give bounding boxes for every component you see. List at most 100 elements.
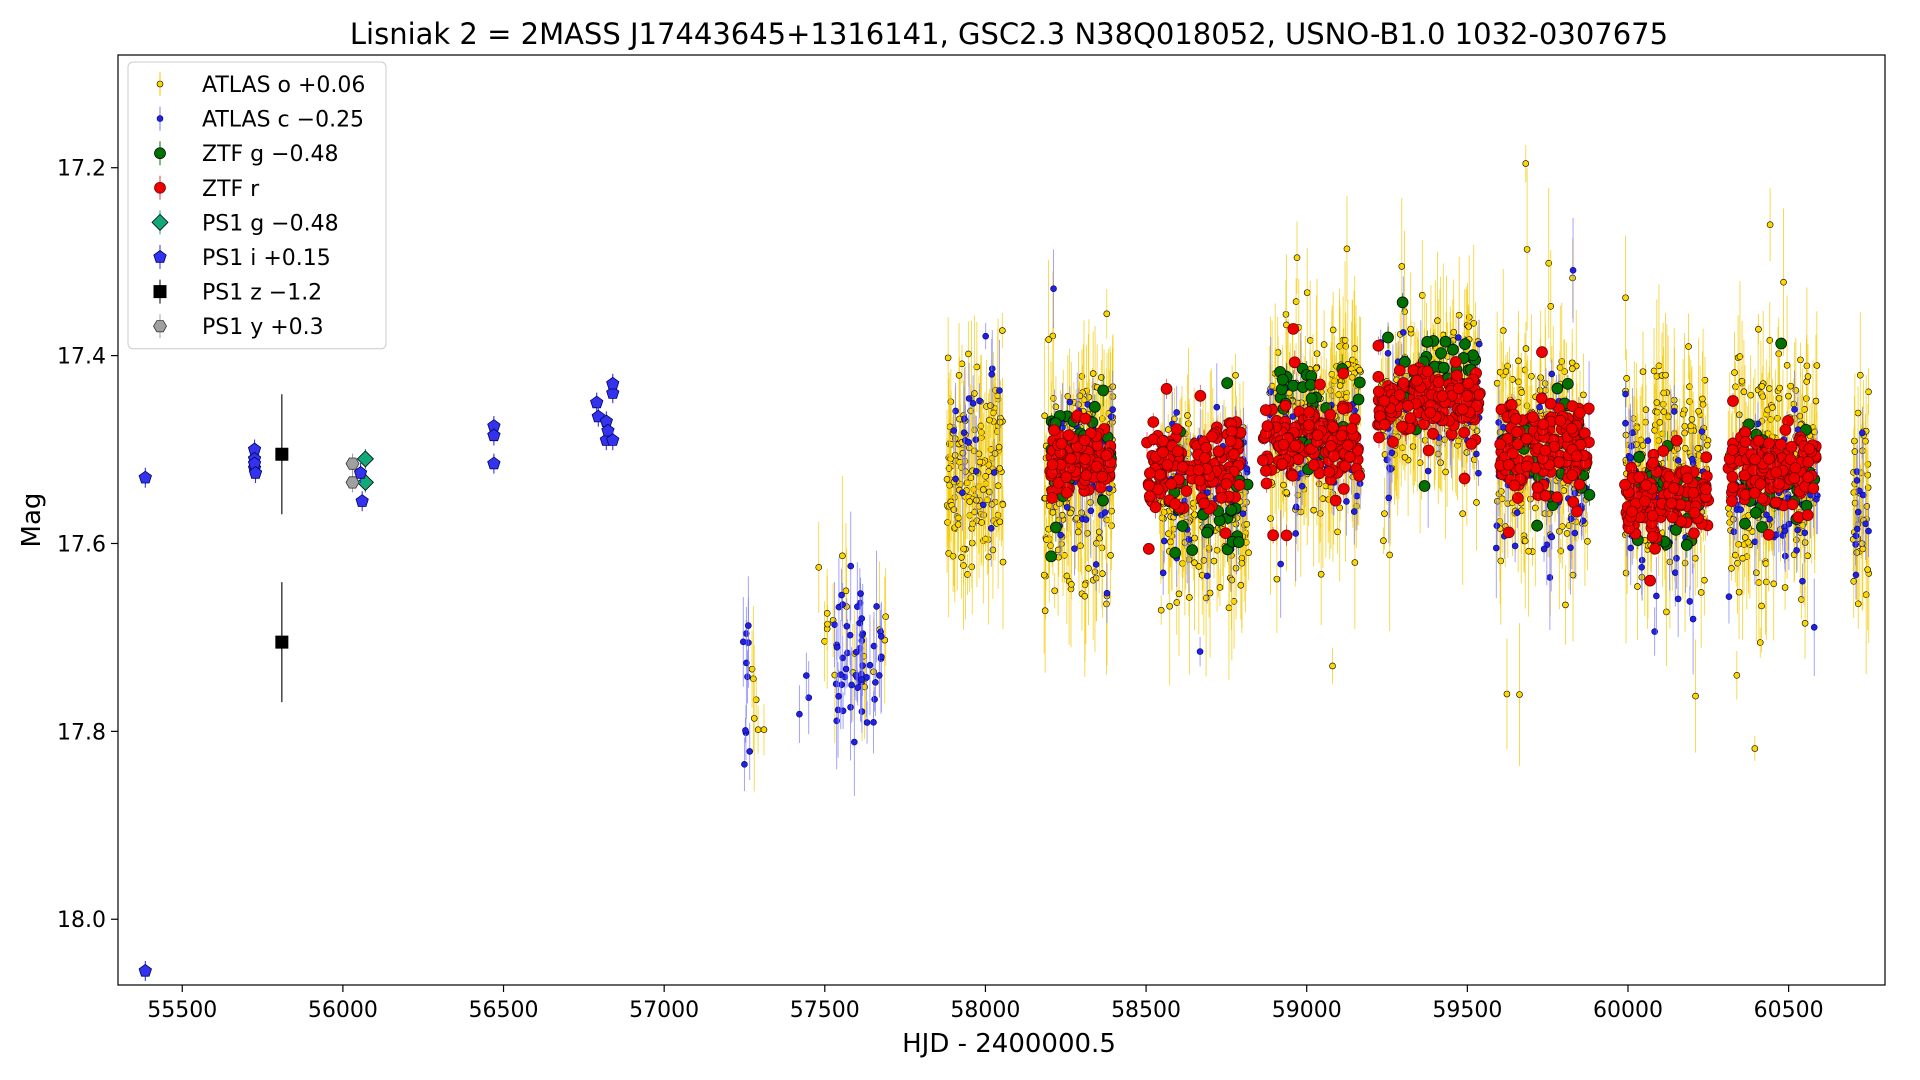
data-point [1065, 452, 1077, 465]
data-point [1644, 437, 1652, 444]
data-point [1856, 371, 1864, 379]
data-point [1170, 423, 1183, 435]
data-point [1854, 409, 1862, 417]
data-point [1568, 365, 1576, 373]
data-point [833, 643, 841, 651]
data-point [1239, 510, 1247, 517]
data-point [1737, 506, 1744, 513]
data-point [972, 467, 980, 475]
data-marks [138, 144, 1873, 981]
data-point [1076, 392, 1084, 400]
data-point [838, 591, 845, 599]
data-point [1329, 662, 1336, 670]
data-point [1400, 329, 1407, 336]
data-point [1082, 516, 1090, 523]
data-point [750, 715, 758, 722]
data-point [1108, 507, 1115, 515]
data-point [1418, 480, 1431, 492]
data-point [1396, 296, 1409, 309]
data-point [1853, 525, 1861, 533]
data-point [1502, 368, 1510, 375]
data-point [1775, 337, 1788, 350]
plot-area [138, 144, 1873, 981]
data-point [1225, 425, 1238, 438]
data-point [1852, 532, 1860, 540]
data-point [964, 571, 971, 578]
data-point [1203, 572, 1211, 580]
data-point [1560, 487, 1568, 494]
data-point [1850, 578, 1858, 585]
data-point [1169, 547, 1181, 559]
data-point [1166, 602, 1173, 610]
data-point [1627, 544, 1635, 552]
data-point [955, 372, 963, 379]
data-point [996, 387, 1003, 394]
data-point [1681, 429, 1688, 437]
data-point [1092, 561, 1100, 568]
data-point [1475, 340, 1483, 348]
data-point [1106, 485, 1113, 493]
data-point [1455, 311, 1463, 319]
data-point [1435, 347, 1447, 359]
data-point [1175, 590, 1183, 598]
data-point [741, 761, 748, 768]
data-point [1673, 554, 1680, 562]
data-point [1401, 453, 1409, 461]
data-point [1865, 527, 1872, 535]
data-point [1551, 382, 1564, 395]
data-point [1688, 416, 1696, 423]
data-point [1225, 504, 1238, 516]
data-point [1080, 469, 1093, 482]
data-point [1680, 539, 1693, 551]
data-point [1511, 542, 1519, 550]
data-point [1569, 274, 1576, 282]
data-point [1536, 403, 1543, 411]
data-point [969, 400, 977, 407]
data-point [1442, 468, 1449, 476]
data-point [1060, 486, 1073, 499]
data-point [966, 444, 973, 452]
data-point [1351, 559, 1359, 566]
data-point [848, 681, 855, 689]
data-point [952, 475, 959, 483]
data-point [835, 693, 842, 700]
data-point [1521, 537, 1529, 545]
data-point [1799, 577, 1806, 585]
data-point [1522, 345, 1530, 352]
data-point [1584, 537, 1591, 545]
data-point [1567, 544, 1574, 552]
data-point [1455, 334, 1462, 341]
data-point [1804, 373, 1812, 380]
data-point [837, 671, 845, 678]
data-point [1351, 345, 1359, 352]
data-point [1651, 426, 1658, 434]
data-point [760, 726, 768, 733]
data-point [839, 552, 846, 560]
data-point [1224, 435, 1237, 448]
data-point [1634, 583, 1641, 590]
data-point [1161, 459, 1174, 471]
data-point [834, 706, 842, 714]
data-point [1674, 595, 1682, 603]
data-point [1087, 507, 1095, 515]
data-point [1694, 445, 1702, 452]
data-point [1103, 589, 1111, 597]
data-point [1085, 565, 1092, 572]
data-point [1695, 407, 1702, 415]
data-point [1463, 449, 1471, 456]
data-point [999, 327, 1006, 334]
data-point [1495, 419, 1502, 426]
data-point [1227, 448, 1240, 461]
data-point [1513, 509, 1521, 516]
data-point [1353, 376, 1366, 389]
data-point [966, 498, 973, 505]
data-point [1515, 357, 1522, 365]
data-point [1097, 374, 1105, 381]
data-point [1686, 598, 1694, 605]
data-point [1045, 550, 1057, 563]
data-point [1071, 545, 1078, 552]
data-point [1416, 459, 1424, 467]
data-point [1685, 343, 1692, 350]
data-point [1583, 489, 1596, 501]
